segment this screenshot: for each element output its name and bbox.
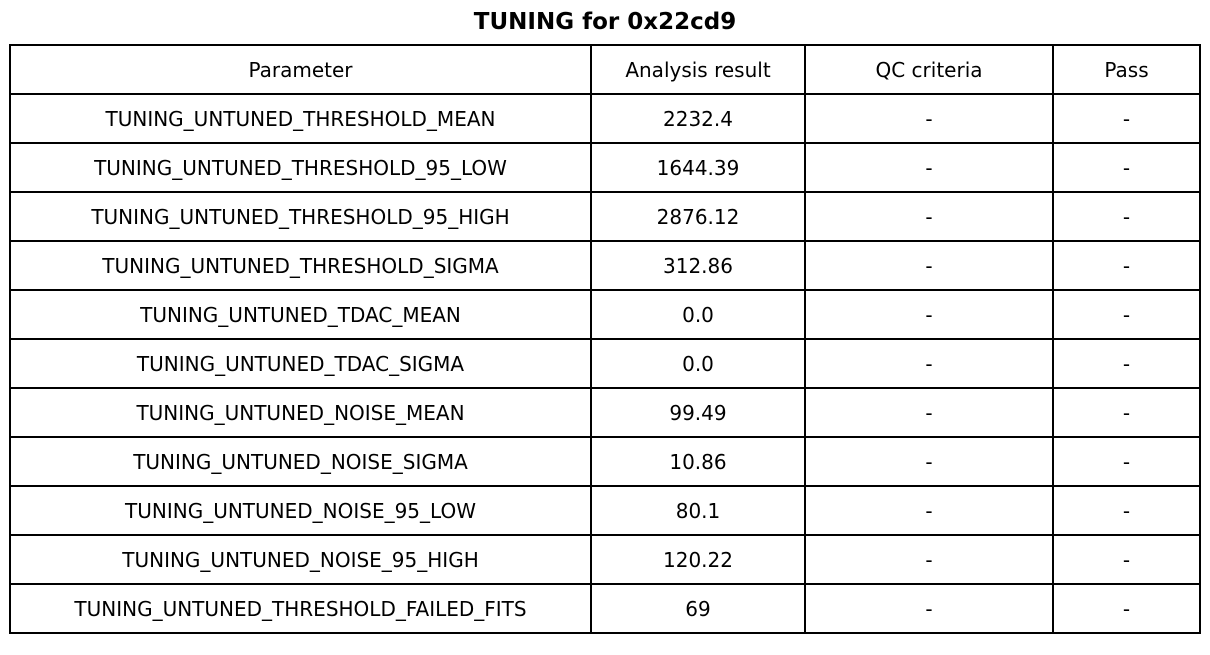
table-row: TUNING_UNTUNED_NOISE_MEAN 99.49- - <box>9 387 1201 438</box>
column-header-parameter: Parameter <box>9 44 592 95</box>
qc-criteria-cell: - <box>804 289 1054 340</box>
qc-criteria-cell: - <box>804 338 1054 389</box>
pass-cell: - <box>1052 289 1201 340</box>
qc-criteria-cell: - <box>804 191 1054 242</box>
qc-criteria-cell: - <box>804 93 1054 144</box>
column-header-qc-criteria: QC criteria <box>804 44 1054 95</box>
tuning-results-table: Parameter Analysis result QC criteria Pa… <box>9 44 1201 634</box>
pass-cell: - <box>1052 583 1201 634</box>
parameter-cell: TUNING_UNTUNED_NOISE_95_LOW <box>9 485 592 536</box>
table-row: TUNING_UNTUNED_THRESHOLD_SIGMA 312.86- - <box>9 240 1201 291</box>
column-header-analysis-result: Analysis result <box>590 44 806 95</box>
table-row: TUNING_UNTUNED_THRESHOLD_95_HIGH 2876.12-… <box>9 191 1201 242</box>
parameter-cell: TUNING_UNTUNED_THRESHOLD_95_HIGH <box>9 191 592 242</box>
qc-criteria-cell: - <box>804 534 1054 585</box>
pass-cell: - <box>1052 93 1201 144</box>
analysis-result-cell: 80.1 <box>590 485 806 536</box>
analysis-result-cell: 0.0 <box>590 289 806 340</box>
table-row: TUNING_UNTUNED_NOISE_95_HIGH 120.22- - <box>9 534 1201 585</box>
analysis-result-cell: 99.49 <box>590 387 806 438</box>
parameter-cell: TUNING_UNTUNED_TDAC_SIGMA <box>9 338 592 389</box>
pass-cell: - <box>1052 142 1201 193</box>
parameter-cell: TUNING_UNTUNED_THRESHOLD_FAILED_FITS <box>9 583 592 634</box>
table-row: TUNING_UNTUNED_TDAC_MEAN 0.0- - <box>9 289 1201 340</box>
analysis-result-cell: 120.22 <box>590 534 806 585</box>
pass-cell: - <box>1052 191 1201 242</box>
analysis-result-cell: 10.86 <box>590 436 806 487</box>
analysis-result-cell: 1644.39 <box>590 142 806 193</box>
table-row: TUNING_UNTUNED_THRESHOLD_MEAN 2232.4- - <box>9 93 1201 144</box>
parameter-cell: TUNING_UNTUNED_NOISE_MEAN <box>9 387 592 438</box>
qc-criteria-cell: - <box>804 436 1054 487</box>
table-body: TUNING_UNTUNED_THRESHOLD_MEAN 2232.4- - TUN… <box>9 93 1201 634</box>
parameter-cell: TUNING_UNTUNED_THRESHOLD_MEAN <box>9 93 592 144</box>
analysis-result-cell: 2232.4 <box>590 93 806 144</box>
analysis-result-cell: 2876.12 <box>590 191 806 242</box>
parameter-cell: TUNING_UNTUNED_NOISE_95_HIGH <box>9 534 592 585</box>
table-row: TUNING_UNTUNED_THRESHOLD_95_LOW 1644.39- - <box>9 142 1201 193</box>
header-row: Parameter Analysis result QC criteria Pa… <box>9 44 1201 95</box>
pass-cell: - <box>1052 485 1201 536</box>
analysis-result-cell: 312.86 <box>590 240 806 291</box>
table-row: TUNING_UNTUNED_THRESHOLD_FAILED_FITS 69- - <box>9 583 1201 634</box>
table-row: TUNING_UNTUNED_NOISE_95_LOW 80.1- - <box>9 485 1201 536</box>
parameter-cell: TUNING_UNTUNED_THRESHOLD_95_LOW <box>9 142 592 193</box>
pass-cell: - <box>1052 387 1201 438</box>
qc-criteria-cell: - <box>804 583 1054 634</box>
parameter-cell: TUNING_UNTUNED_THRESHOLD_SIGMA <box>9 240 592 291</box>
analysis-result-cell: 0.0 <box>590 338 806 389</box>
table-row: TUNING_UNTUNED_TDAC_SIGMA 0.0- - <box>9 338 1201 389</box>
page-title: TUNING for 0x22cd9 <box>473 9 737 35</box>
parameter-cell: TUNING_UNTUNED_TDAC_MEAN <box>9 289 592 340</box>
parameter-cell: TUNING_UNTUNED_NOISE_SIGMA <box>9 436 592 487</box>
qc-criteria-cell: - <box>804 387 1054 438</box>
table-row: TUNING_UNTUNED_NOISE_SIGMA 10.86- - <box>9 436 1201 487</box>
qc-criteria-cell: - <box>804 240 1054 291</box>
qc-criteria-cell: - <box>804 485 1054 536</box>
pass-cell: - <box>1052 534 1201 585</box>
analysis-result-cell: 69 <box>590 583 806 634</box>
qc-criteria-cell: - <box>804 142 1054 193</box>
column-header-pass: Pass <box>1052 44 1201 95</box>
pass-cell: - <box>1052 436 1201 487</box>
pass-cell: - <box>1052 338 1201 389</box>
pass-cell: - <box>1052 240 1201 291</box>
